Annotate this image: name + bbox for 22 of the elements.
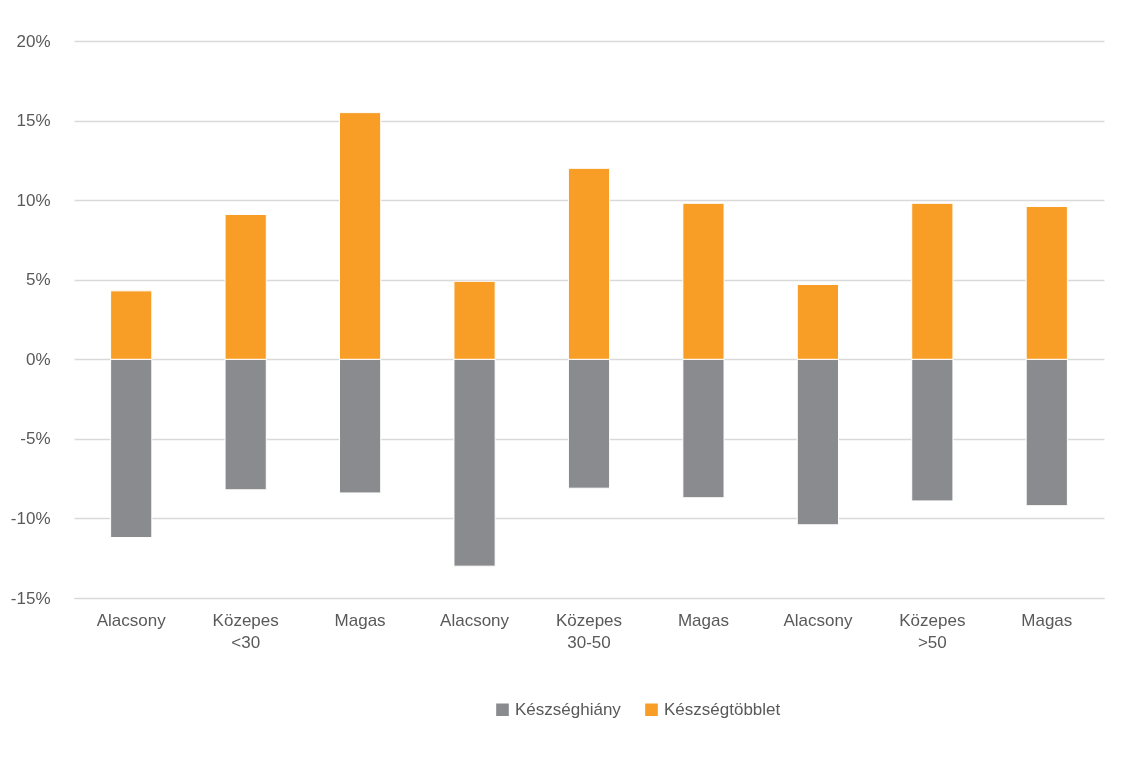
text: <30 <box>231 633 261 652</box>
y-tick-label: 5% <box>25 270 51 290</box>
x-tick-label: Közepes <box>212 610 279 630</box>
y-tick-label: 0% <box>25 349 51 369</box>
x-tick-label: Magas <box>677 610 729 630</box>
x-tick-label: Alacsony <box>96 610 167 630</box>
y-tick-label: 15% <box>16 111 51 131</box>
x-tick-label: Magas <box>1021 610 1073 630</box>
y-tick-label: -15% <box>10 588 51 608</box>
x-tick-label: Alacsony <box>783 610 853 630</box>
text: >50 <box>917 633 947 652</box>
y-tick-label: 10% <box>16 190 51 210</box>
y-tick-label: -10% <box>10 508 51 528</box>
x-tick-label: Alacsony <box>440 610 510 630</box>
legend-label: Készséghiány <box>515 699 622 719</box>
x-tick-label: Közepes <box>899 610 966 630</box>
legend-label: Készségtöbblet <box>664 699 781 719</box>
text: 30-50 <box>567 633 611 652</box>
y-tick-label: -5% <box>20 429 51 449</box>
y-tick-label: 20% <box>16 31 51 51</box>
x-tick-label: Közepes <box>555 610 623 630</box>
x-tick-label: Magas <box>334 610 386 630</box>
